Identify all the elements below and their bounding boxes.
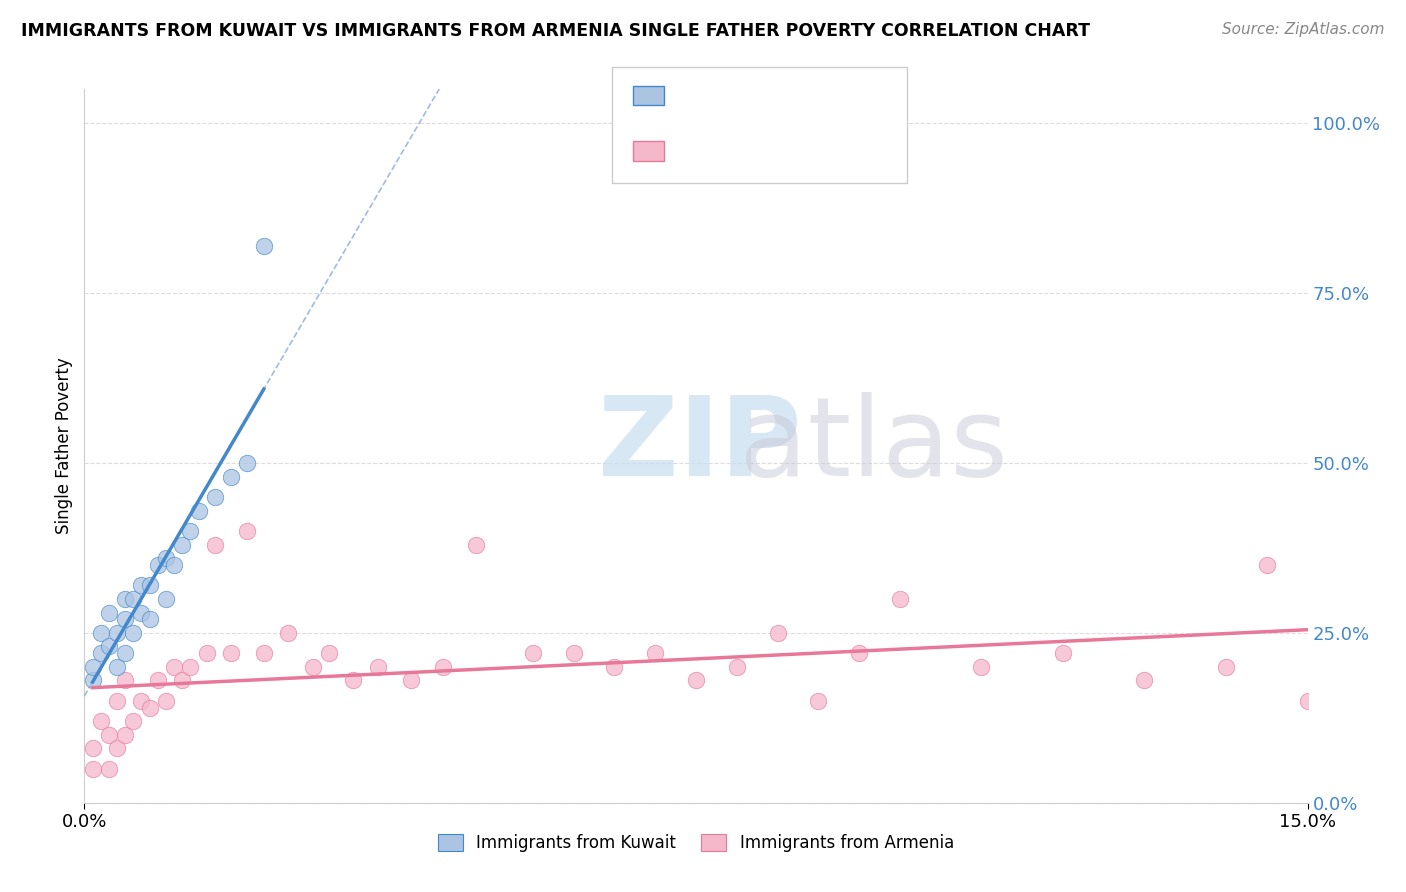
Point xyxy=(685,673,707,688)
Point xyxy=(90,626,112,640)
Text: IMMIGRANTS FROM KUWAIT VS IMMIGRANTS FROM ARMENIA SINGLE FATHER POVERTY CORRELAT: IMMIGRANTS FROM KUWAIT VS IMMIGRANTS FRO… xyxy=(21,22,1090,40)
Point xyxy=(464,537,486,551)
Point xyxy=(236,524,259,538)
Point xyxy=(90,714,112,729)
Point xyxy=(122,714,145,729)
Point xyxy=(204,490,226,504)
Point xyxy=(163,558,186,572)
Point xyxy=(82,762,104,776)
Point xyxy=(105,660,128,674)
Text: 46: 46 xyxy=(814,141,839,161)
Point xyxy=(807,694,830,708)
Point xyxy=(399,673,422,688)
Point xyxy=(318,646,340,660)
Point xyxy=(1256,558,1278,572)
Point xyxy=(187,503,209,517)
Point xyxy=(163,660,186,674)
Point xyxy=(1296,694,1319,708)
Point xyxy=(253,238,276,252)
Point xyxy=(90,646,112,660)
Point xyxy=(725,660,748,674)
Y-axis label: Single Father Poverty: Single Father Poverty xyxy=(55,358,73,534)
Point xyxy=(367,660,389,674)
Point xyxy=(522,646,544,660)
Point xyxy=(114,673,136,688)
Point xyxy=(603,660,626,674)
Point xyxy=(122,626,145,640)
Point xyxy=(105,741,128,756)
Point xyxy=(146,558,169,572)
Point xyxy=(97,606,120,620)
Point xyxy=(301,660,323,674)
Point xyxy=(138,578,160,592)
Point xyxy=(204,537,226,551)
Legend: Immigrants from Kuwait, Immigrants from Armenia: Immigrants from Kuwait, Immigrants from … xyxy=(432,827,960,859)
Point xyxy=(114,612,136,626)
Point xyxy=(342,673,364,688)
Point xyxy=(114,591,136,606)
Point xyxy=(432,660,454,674)
Text: N =: N = xyxy=(766,86,823,105)
Text: N =: N = xyxy=(766,141,823,161)
Point xyxy=(155,551,177,566)
Point xyxy=(1215,660,1237,674)
Point xyxy=(179,660,201,674)
Point xyxy=(277,626,299,640)
Text: 28: 28 xyxy=(814,86,839,105)
Point xyxy=(105,626,128,640)
Text: ZIP: ZIP xyxy=(598,392,801,500)
Text: Source: ZipAtlas.com: Source: ZipAtlas.com xyxy=(1222,22,1385,37)
Point xyxy=(172,673,194,688)
Point xyxy=(253,646,276,660)
Text: R =: R = xyxy=(678,86,720,105)
Point xyxy=(848,646,870,660)
Point xyxy=(172,537,194,551)
Point xyxy=(138,612,160,626)
Point xyxy=(82,673,104,688)
Point xyxy=(644,646,666,660)
Point xyxy=(970,660,993,674)
Point xyxy=(195,646,218,660)
Text: atlas: atlas xyxy=(598,392,1008,500)
Point xyxy=(562,646,585,660)
Text: 0.082: 0.082 xyxy=(716,141,770,161)
Point xyxy=(114,728,136,742)
Point xyxy=(219,646,242,660)
Point xyxy=(236,456,259,470)
Point xyxy=(1052,646,1074,660)
Point xyxy=(105,694,128,708)
Point xyxy=(155,591,177,606)
Point xyxy=(131,578,153,592)
Point xyxy=(82,741,104,756)
Point xyxy=(97,728,120,742)
Text: 0.365: 0.365 xyxy=(716,86,772,105)
Point xyxy=(131,606,153,620)
Point xyxy=(97,640,120,654)
Point xyxy=(131,694,153,708)
Text: R =: R = xyxy=(678,141,720,161)
Point xyxy=(179,524,201,538)
Point xyxy=(146,673,169,688)
Point xyxy=(97,762,120,776)
Point xyxy=(155,694,177,708)
Point xyxy=(1133,673,1156,688)
Point xyxy=(122,591,145,606)
Point xyxy=(82,660,104,674)
Point xyxy=(889,591,911,606)
Point xyxy=(114,646,136,660)
Point xyxy=(766,626,789,640)
Point xyxy=(219,469,242,483)
Point xyxy=(138,700,160,714)
